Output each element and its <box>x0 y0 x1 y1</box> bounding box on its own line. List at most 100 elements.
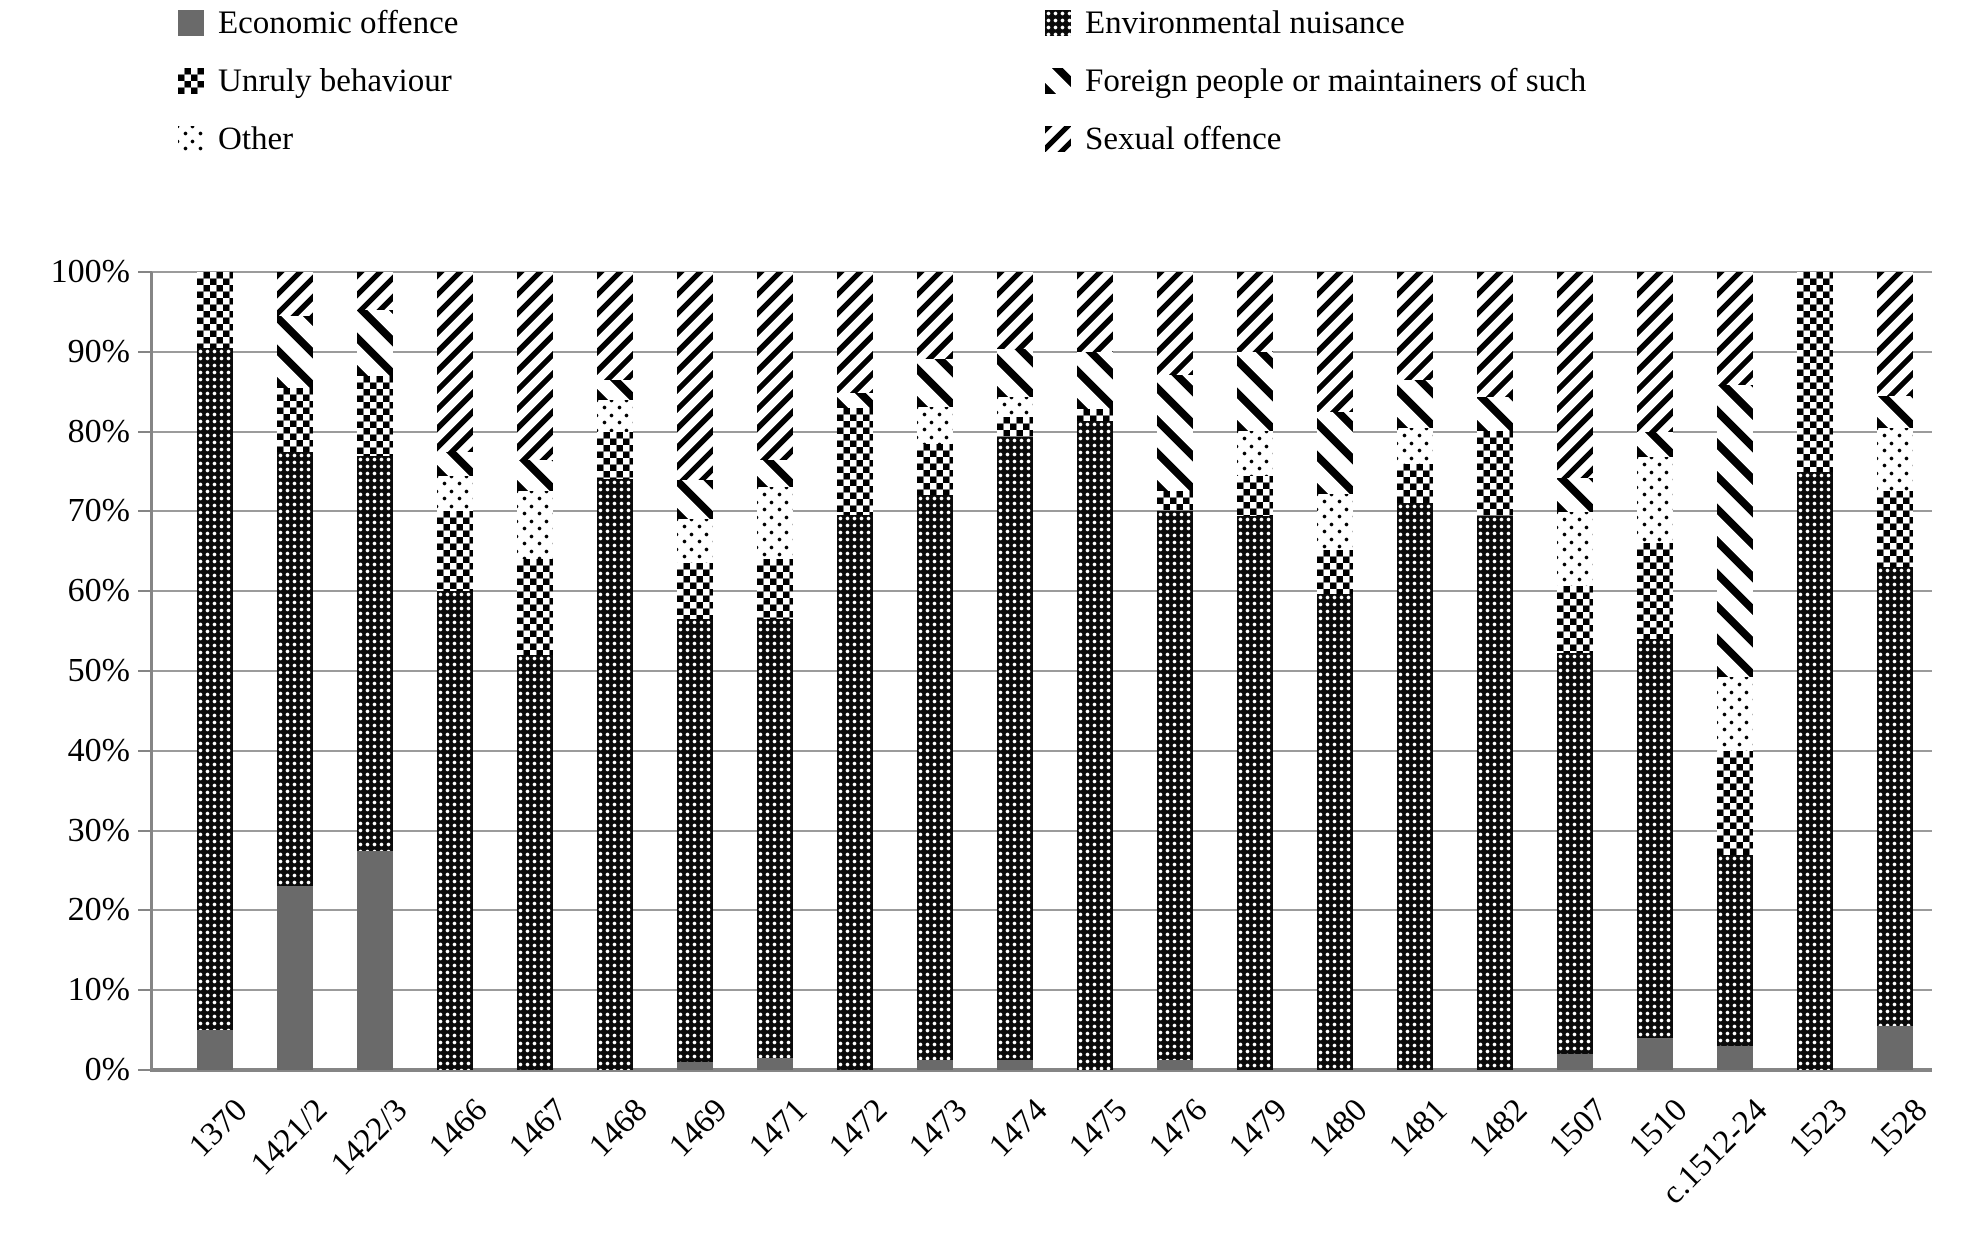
bar-segment-sexual <box>677 272 713 480</box>
y-tick-label: 20% <box>67 891 130 929</box>
bar-segment-sexual <box>997 272 1033 349</box>
bar-1370 <box>197 272 233 1070</box>
y-axis-tick <box>138 350 152 353</box>
bar-segment-foreign <box>917 359 953 407</box>
bar-segment-environmental <box>517 655 553 1070</box>
x-axis-label: 1482 <box>1462 1092 1535 1165</box>
legend-item-sexual: Sexual offence <box>1045 118 1586 160</box>
x-axis-label: 1466 <box>422 1092 495 1165</box>
x-axis-label: 1422/3 <box>324 1092 415 1183</box>
bar-1507 <box>1557 272 1593 1070</box>
bar-1480 <box>1317 272 1353 1070</box>
y-axis-tick <box>138 430 152 433</box>
bar-segment-foreign <box>1077 351 1113 410</box>
bar-segment-sexual <box>1477 272 1513 397</box>
bar-segment-unruly <box>997 417 1033 438</box>
bar-segment-other <box>997 396 1033 418</box>
bar-segment-sexual <box>517 272 553 460</box>
bar-segment-economic <box>1157 1060 1193 1070</box>
bar-segment-economic <box>917 1060 953 1070</box>
bar-segment-environmental <box>437 591 473 1070</box>
bar-segment-sexual <box>1637 272 1673 433</box>
y-tick-label: 70% <box>67 492 130 530</box>
bar-segment-sexual <box>1157 272 1193 375</box>
foreign-people-swatch-icon <box>1045 68 1071 94</box>
bar-segment-foreign <box>1397 379 1433 428</box>
bar-segment-foreign <box>277 315 313 388</box>
unruly-behaviour-swatch-icon <box>178 68 204 94</box>
bar-segment-foreign <box>357 309 393 376</box>
gridline <box>152 430 1932 433</box>
x-axis-label: 1480 <box>1302 1092 1375 1165</box>
environmental-nuisance-swatch-icon <box>1045 10 1071 36</box>
bar-segment-other <box>437 475 473 512</box>
bar-segment-other <box>517 491 553 560</box>
legend-label-unruly: Unruly behaviour <box>218 62 452 99</box>
bar-segment-environmental <box>1877 567 1913 1027</box>
legend-label-economic: Economic offence <box>218 4 459 41</box>
y-axis-tick <box>138 749 152 752</box>
legend-item-other: Other <box>178 118 458 160</box>
x-axis-label: 1468 <box>582 1092 655 1165</box>
bar-segment-other <box>597 399 633 432</box>
bar-segment-foreign <box>597 379 633 400</box>
bar-segment-unruly <box>837 407 873 516</box>
x-axis-label: 1475 <box>1062 1092 1135 1165</box>
bar-segment-sexual <box>437 272 473 452</box>
bar-segment-sexual <box>757 272 793 460</box>
gridline <box>152 829 1932 832</box>
x-axis-label: 1474 <box>982 1092 1055 1165</box>
x-axis-label: 1523 <box>1782 1092 1855 1165</box>
y-tick-label: 50% <box>67 652 130 689</box>
bar-segment-unruly <box>1557 586 1593 653</box>
y-tick-label: 80% <box>67 412 130 450</box>
gridline <box>152 510 1932 513</box>
bar-segment-unruly <box>757 559 793 620</box>
bar-segment-sexual <box>1237 272 1273 352</box>
bar-segment-foreign <box>517 459 553 492</box>
bar-segment-economic <box>357 850 393 1070</box>
legend-item-unruly: Unruly behaviour <box>178 60 458 102</box>
x-axis-label: 1370 <box>182 1092 255 1165</box>
gridline <box>152 909 1932 912</box>
bar-segment-environmental <box>1077 421 1113 1070</box>
y-axis-tick <box>138 829 152 832</box>
gridline <box>152 670 1932 672</box>
y-axis-tick <box>138 271 152 273</box>
bar-segment-unruly <box>1317 549 1353 595</box>
bar-segment-economic <box>1557 1054 1593 1070</box>
bar-segment-foreign <box>1717 385 1753 678</box>
bar-segment-foreign <box>677 479 713 520</box>
bar-segment-unruly <box>517 559 553 656</box>
bar-segment-other <box>917 406 953 444</box>
x-axis-label: 1472 <box>822 1092 895 1165</box>
bar-segment-unruly <box>1157 491 1193 512</box>
y-axis-tick <box>138 590 152 593</box>
bar-1476 <box>1157 272 1193 1070</box>
bar-1472 <box>837 272 873 1070</box>
y-tick-label: 90% <box>67 332 130 370</box>
bar-segment-sexual <box>1397 272 1433 380</box>
bar-1469 <box>677 272 713 1070</box>
bar-1481 <box>1397 272 1433 1070</box>
y-axis-tick <box>138 510 152 513</box>
bar-segment-environmental <box>357 455 393 851</box>
bar-segment-sexual <box>1077 272 1113 352</box>
bar-segment-sexual <box>1317 272 1353 412</box>
bar-segment-other <box>1237 430 1273 476</box>
legend-item-economic: Economic offence <box>178 2 458 44</box>
bar-segment-foreign <box>1877 395 1913 428</box>
bar-segment-environmental <box>1637 639 1673 1039</box>
bar-segment-sexual <box>1717 272 1753 386</box>
sexual-offence-swatch-icon <box>1045 126 1071 152</box>
bar-segment-unruly <box>1077 409 1113 422</box>
x-axis-label: 1473 <box>902 1092 975 1165</box>
gridline <box>152 590 1932 593</box>
economic-offence-swatch-icon <box>178 10 204 36</box>
bar-segment-economic <box>677 1062 713 1070</box>
bar-segment-environmental <box>757 619 793 1059</box>
x-axis-label: 1510 <box>1622 1092 1695 1165</box>
bar-segment-unruly <box>1237 475 1273 517</box>
bar-segment-other <box>1317 493 1353 550</box>
legend-column-right: Environmental nuisance Foreign people or… <box>1045 2 1586 176</box>
